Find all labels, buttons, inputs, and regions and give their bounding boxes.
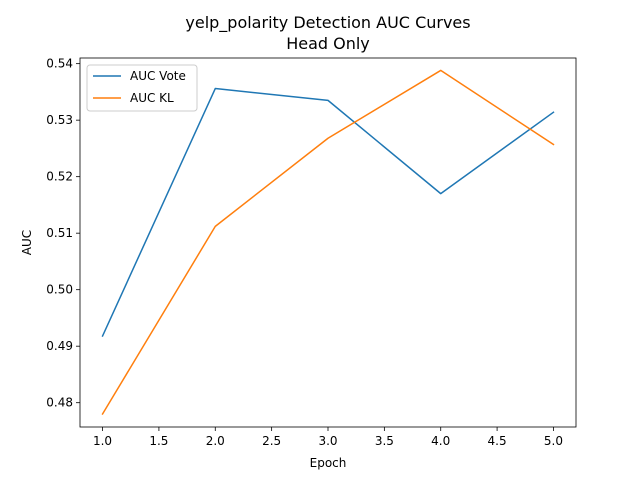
legend: AUC Vote AUC KL: [86, 64, 198, 112]
x-tick-label: 2.5: [262, 434, 281, 448]
x-tick-label: 4.5: [488, 434, 507, 448]
plot-frame: [79, 57, 577, 428]
y-axis-label: AUC: [20, 230, 34, 255]
y-tick-label: 0.52: [46, 170, 73, 184]
chart-title: yelp_polarity Detection AUC Curves: [185, 13, 470, 33]
legend-label: AUC KL: [130, 91, 174, 105]
tick-layer: 1.0 1.5 2.0 2.5 3.0 3.5 4.0 4.5 5.0 0.48 0.49 0.50 0…: [46, 57, 563, 448]
legend-label: AUC Vote: [130, 69, 186, 83]
x-tick-label: 2.0: [206, 434, 225, 448]
x-tick-label: 1.0: [93, 434, 112, 448]
series-line-auc-vote: [101, 87, 555, 338]
x-tick-label: 3.0: [318, 434, 337, 448]
y-tick-label: 0.48: [46, 396, 73, 410]
x-tick-label: 4.0: [431, 434, 450, 448]
y-tick-label: 0.53: [46, 113, 73, 127]
x-axis-label: Epoch: [310, 456, 347, 470]
x-tick-label: 1.5: [149, 434, 168, 448]
x-tick-label: 5.0: [544, 434, 563, 448]
y-tick-label: 0.54: [46, 57, 73, 71]
y-tick-label: 0.49: [46, 339, 73, 353]
y-tick-label: 0.50: [46, 283, 73, 297]
series-line-auc-kl: [101, 69, 555, 416]
x-tick-label: 3.5: [375, 434, 394, 448]
series-layer: [101, 69, 555, 416]
y-tick-label: 0.51: [46, 226, 73, 240]
chart-subtitle: Head Only: [286, 34, 370, 53]
